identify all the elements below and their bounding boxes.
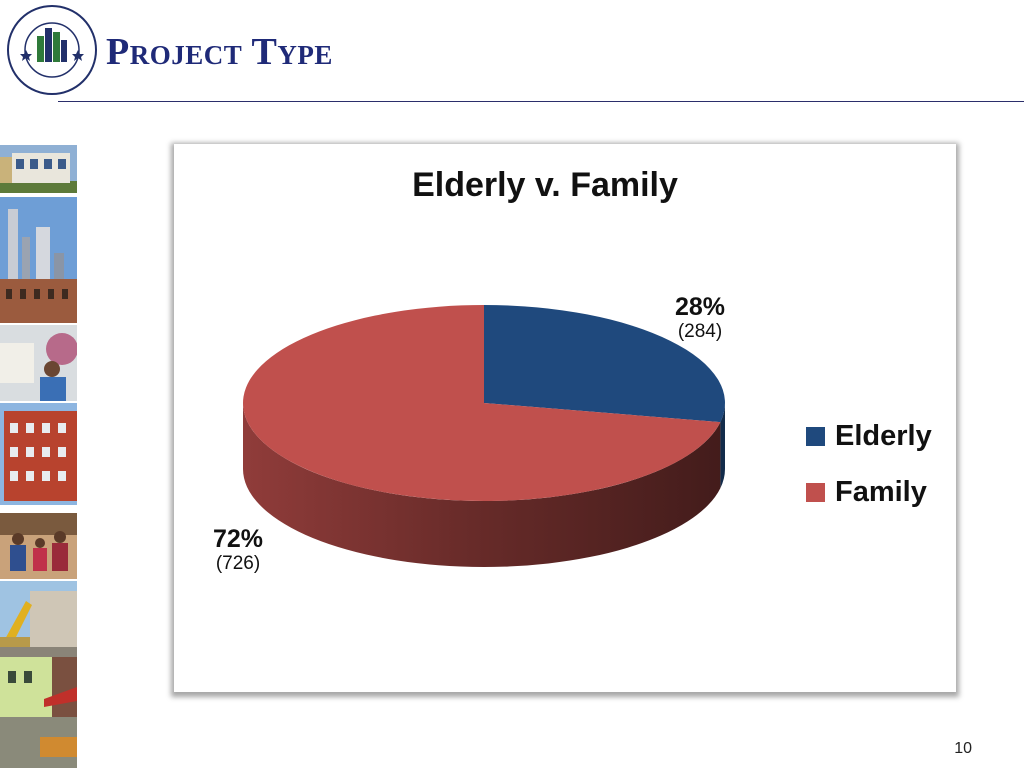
pie-slice-family [243,305,721,501]
data-label-elderly-percent: 28% [674,293,726,321]
data-label-elderly: 28% (284) [650,293,750,342]
legend-item-elderly: Elderly [806,408,932,464]
chart-panel: Elderly v. Family 28% (284) 72% (726) El… [174,144,956,692]
pie-chart [243,305,725,568]
photo-family [0,513,77,579]
pie-side-family [243,403,721,568]
legend-item-family: Family [806,464,932,520]
title-divider [58,101,1024,102]
page-title: Project Type [106,31,333,73]
data-label-family: 72% (726) [188,525,288,574]
pie-slice-elderly [484,305,725,423]
data-label-family-percent: 72% [212,525,264,553]
legend-label-elderly: Elderly [835,419,932,452]
photo-storefront [0,657,77,768]
chart-title: Elderly v. Family [412,166,678,204]
photo-row-houses [0,145,77,193]
photo-resident [0,325,77,401]
photo-skyline [0,197,77,323]
hud-seal-logo [6,4,98,96]
legend-swatch-family [806,482,825,502]
chart-legend: Elderly Family [806,408,932,520]
pie-side-elderly [720,403,725,489]
data-label-family-count: (726) [215,552,261,574]
photo-brick-building [0,403,77,505]
photo-strip [0,145,77,768]
page-number: 10 [954,740,972,757]
legend-label-family: Family [835,475,927,508]
legend-swatch-elderly [806,426,825,446]
photo-construction [0,581,77,657]
data-label-elderly-count: (284) [677,320,723,342]
